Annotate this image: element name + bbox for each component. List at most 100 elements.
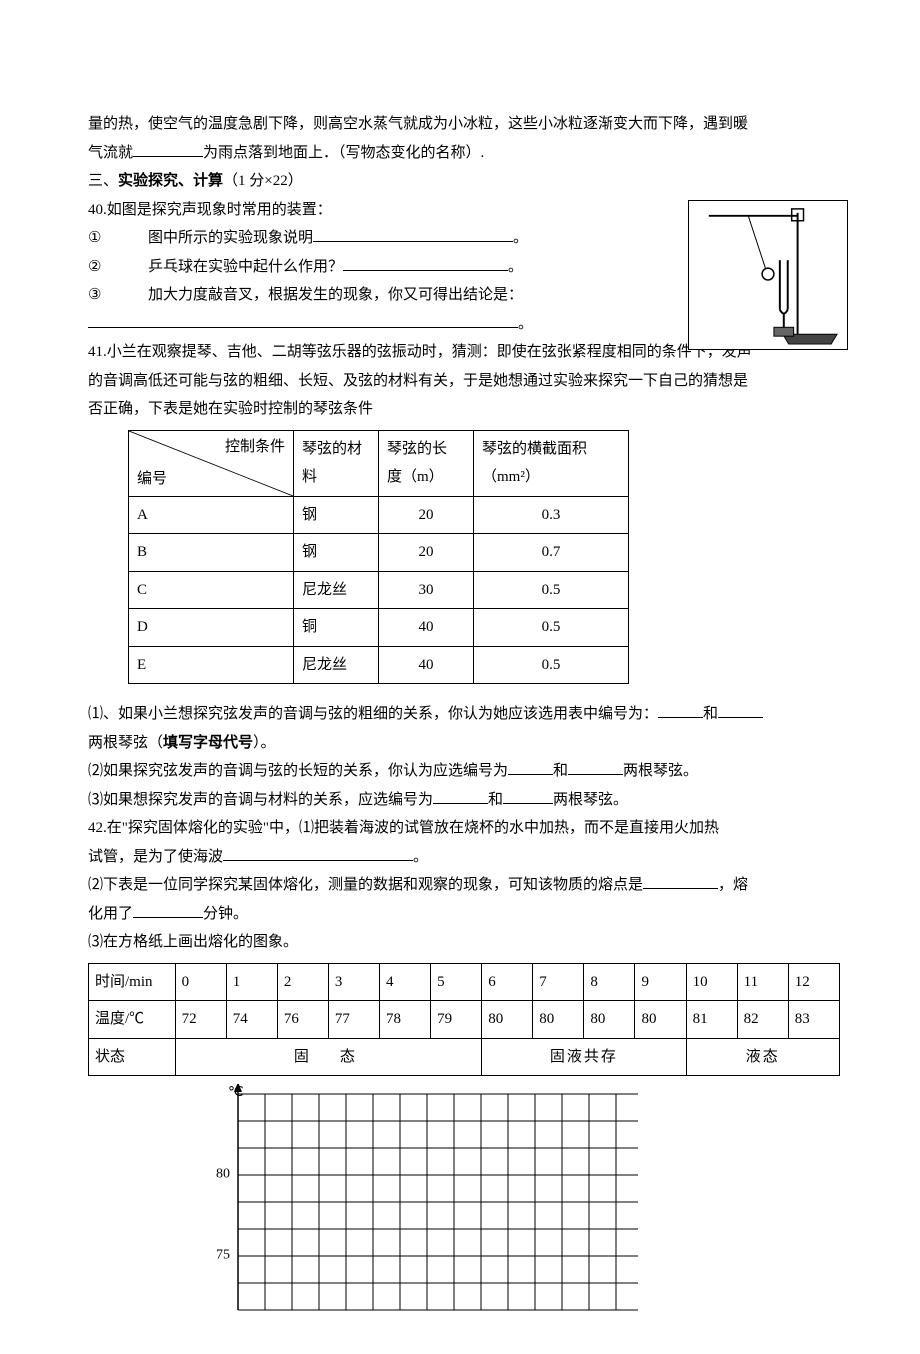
q41-th-diag-bot: 编号 [137,465,167,494]
cell: 12 [788,963,839,1001]
cell: 1 [226,963,277,1001]
cell-area: 0.5 [474,609,629,647]
cell: 2 [277,963,328,1001]
q41-th-area: 琴弦的横截面积（mm²） [474,430,629,496]
q41-th-diag: 控制条件 编号 [129,430,294,496]
cell: 77 [328,1001,379,1039]
q41-stem2: 的音调高低还可能与弦的粗细、长短、及弦的材料有关，于是她想通过实验来探究一下自己… [88,367,840,396]
section3-heading: 三、实验探究、计算（1 分×22） [88,167,840,196]
state-solid: 固 态 [175,1038,482,1076]
cell-mat: 钢 [294,496,379,534]
cell: 72 [175,1001,226,1039]
cell: 78 [380,1001,431,1039]
text: ⑵下表是一位同学探究某固体熔化，测量的数据和观察的现象，可知该物质的熔点是 [88,877,643,893]
cell: 5 [431,963,482,1001]
q42-h-state: 状态 [89,1038,176,1076]
cell-id: A [129,496,294,534]
q42-table: 时间/min 0 1 2 3 4 5 6 7 8 9 10 11 12 温度/℃… [88,963,840,1077]
page: 量的热，使空气的温度急剧下降，则高空水蒸气就成为小冰粒，这些小冰粒逐渐变大而下降… [0,0,920,1354]
text: 两根琴弦。 [553,792,628,808]
grid-ytick: 75 [216,1243,230,1270]
cell: 0 [175,963,226,1001]
q41-th-material: 琴弦的材料 [294,430,379,496]
q41-table: 控制条件 编号 琴弦的材料 琴弦的长度（m） 琴弦的横截面积（mm²） A 钢 … [128,430,629,685]
intro-line2-a: 气流就 [88,145,133,161]
text: ⑵如果探究弦发声的音调与弦的长短的关系，你认为应选编号为 [88,763,508,779]
state-mix: 固液共存 [482,1038,686,1076]
blank [503,789,553,804]
cell-mat: 尼龙丝 [294,571,379,609]
cell-mat: 钢 [294,534,379,572]
blank-q40-1 [313,227,513,242]
q41-table-header: 控制条件 编号 琴弦的材料 琴弦的长度（m） 琴弦的横截面积（mm²） [129,430,629,496]
text: 度（m） [387,469,444,485]
text: 和 [553,763,568,779]
cell-area: 0.5 [474,571,629,609]
blank [643,874,718,889]
cell-area: 0.3 [474,496,629,534]
text: ⑴、如果小兰想探究弦发声的音调与弦的粗细的关系，你认为她应该选用表中编号为： [88,706,658,722]
cell: 79 [431,1001,482,1039]
cell: 74 [226,1001,277,1039]
intro-line2: 气流就 为雨点落到地面上．（写物态变化的名称）. [88,139,840,168]
text: 化用了 [88,906,133,922]
q42-line4: 化用了 分钟。 [88,900,840,929]
blank [508,760,553,775]
cell: 83 [788,1001,839,1039]
q42-row-temp: 温度/℃ 72 74 76 77 78 79 80 80 80 80 81 82… [89,1001,840,1039]
blank-q40-2 [343,256,508,271]
cell: 80 [584,1001,635,1039]
blank [718,703,763,718]
text: 琴弦的长 [387,441,447,457]
text: 试管，是为了使海波 [88,849,223,865]
table-row: D 铜 40 0.5 [129,609,629,647]
text: 分钟。 [203,906,248,922]
cell: 9 [635,963,686,1001]
q42-line2: 试管，是为了使海波 。 [88,843,840,872]
text: ，熔 [718,877,748,893]
text: 两根琴弦。 [623,763,698,779]
q42-row-time: 时间/min 0 1 2 3 4 5 6 7 8 9 10 11 12 [89,963,840,1001]
cell: 82 [737,1001,788,1039]
text: （mm²） [482,469,540,485]
q42-row-state: 状态 固 态 固液共存 液态 [89,1038,840,1076]
q41-th-length: 琴弦的长度（m） [379,430,474,496]
blank [658,703,703,718]
cell: 11 [737,963,788,1001]
cell: 80 [533,1001,584,1039]
cell: 76 [277,1001,328,1039]
intro-line2-b: 为雨点落到地面上．（写物态变化的名称）. [203,145,484,161]
q42-h-temp: 温度/℃ [89,1001,176,1039]
blank [223,846,413,861]
cell-len: 30 [379,571,474,609]
q41-sub1b: 两根琴弦（填写字母代号）。 [88,729,840,758]
cell-id: C [129,571,294,609]
cell: 81 [686,1001,737,1039]
section3-prefix: 三、 [88,173,118,189]
text: 。 [413,849,428,865]
text: 填写字母代号 [163,735,253,751]
intro-line1: 量的热，使空气的温度急剧下降，则高空水蒸气就成为小冰粒，这些小冰粒逐渐变大而下降… [88,110,840,139]
table-row: A 钢 20 0.3 [129,496,629,534]
q40-i2-txt: 乒乓球在实验中起什么作用？ [148,259,343,275]
cell: 7 [533,963,584,1001]
blank [433,789,488,804]
cell-id: E [129,646,294,684]
cell-id: D [129,609,294,647]
blank-q40-3 [88,313,518,328]
cell-id: B [129,534,294,572]
text: 两根琴弦（ [88,735,163,751]
cell: 4 [380,963,431,1001]
table-row: B 钢 20 0.7 [129,534,629,572]
text: 琴弦的材 [302,441,362,457]
q42-line1: 42.在"探究固体熔化的实验"中，⑴把装着海波的试管放在烧杯的水中加热，而不是直… [88,814,840,843]
q40-i2-num: ② [88,253,148,282]
text: 和 [488,792,503,808]
q40-i3-txt: 加大力度敲音叉，根据发生的现象，你又可得出结论是： [148,287,523,303]
q42-line5: ⑶在方格纸上画出熔化的图象。 [88,928,840,957]
cell: 3 [328,963,379,1001]
cell-mat: 尼龙丝 [294,646,379,684]
cell-len: 40 [379,646,474,684]
cell-area: 0.5 [474,646,629,684]
q42-h-time: 时间/min [89,963,176,1001]
